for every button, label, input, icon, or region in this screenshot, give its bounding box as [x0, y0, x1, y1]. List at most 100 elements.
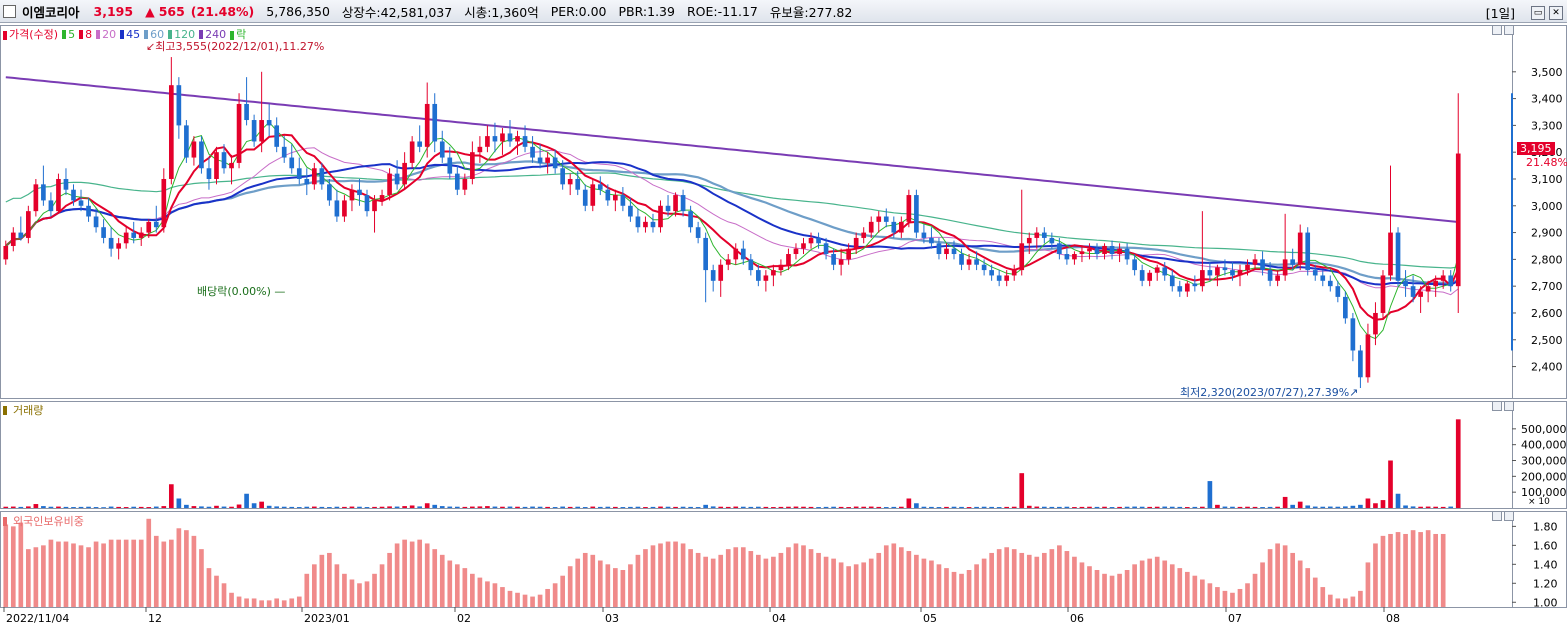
- candle: [1019, 189, 1025, 276]
- price-tick-label: 2,600: [1531, 307, 1563, 320]
- foreign-bar: [786, 547, 791, 607]
- foreign-bar: [974, 564, 979, 607]
- volume-bar: [725, 506, 731, 508]
- foreign-bar: [891, 543, 897, 607]
- volume-bar: [853, 506, 859, 508]
- foreign-bar: [1124, 570, 1130, 607]
- volume-pane-minimize-button[interactable]: [1492, 401, 1502, 411]
- foreign-bar: [402, 539, 407, 607]
- foreign-bar: [793, 543, 799, 607]
- candle-body: [266, 120, 272, 126]
- volume-pane-close-button[interactable]: [1504, 401, 1514, 411]
- price-pane-minimize-button[interactable]: [1492, 25, 1502, 35]
- foreign-bar: [552, 583, 558, 607]
- candle-body: [552, 157, 558, 169]
- period-button[interactable]: [1일]: [1485, 6, 1515, 21]
- legend-item: 5: [62, 28, 75, 41]
- candle: [974, 251, 979, 271]
- candle: [1117, 243, 1122, 263]
- volume-bar: [1011, 506, 1017, 508]
- x-tick-label: 2023/01: [304, 612, 350, 625]
- candle-body: [1312, 270, 1318, 276]
- candle: [695, 221, 701, 244]
- candle-body: [590, 184, 596, 206]
- candle: [944, 243, 949, 260]
- candle: [1192, 275, 1198, 292]
- volume-bar: [153, 506, 159, 508]
- volume-bar: [838, 506, 844, 508]
- volume-bar: [1004, 506, 1010, 508]
- volume-bar: [93, 507, 99, 508]
- candle: [1410, 275, 1416, 303]
- candle-body: [778, 264, 784, 271]
- candle-body: [26, 211, 31, 238]
- foreign-bar: [575, 558, 581, 607]
- foreign-bar: [176, 528, 182, 607]
- candle: [447, 146, 453, 179]
- candle: [1267, 262, 1273, 287]
- foreign-bar: [680, 543, 686, 607]
- candle: [816, 232, 821, 249]
- foreign-pane-close-button[interactable]: [1504, 511, 1514, 521]
- candle-body: [184, 125, 189, 158]
- candle: [628, 197, 633, 222]
- candle: [1072, 251, 1077, 265]
- foreign-bar: [1019, 552, 1025, 607]
- candle: [1433, 275, 1438, 297]
- candle-body: [387, 173, 392, 196]
- candle-body: [936, 243, 942, 255]
- foreign-bar: [372, 573, 377, 607]
- retention-ratio: 유보율:277.82: [769, 4, 853, 20]
- candle-body: [1064, 254, 1070, 260]
- candle-body: [989, 270, 994, 276]
- candle: [432, 93, 438, 153]
- candle-body: [1380, 275, 1386, 313]
- foreign-bar: [1109, 575, 1115, 607]
- volume-bar: [319, 506, 325, 508]
- volume-bar: [846, 507, 851, 508]
- stock-chart[interactable]: 3,5003,4003,3003,2003,1003,0002,9002,800…: [0, 23, 1567, 630]
- foreign-bar: [304, 573, 310, 607]
- candle-body: [1358, 350, 1363, 378]
- foreign-bar: [161, 541, 167, 607]
- candle: [552, 149, 558, 174]
- volume-bar: [1154, 506, 1160, 508]
- foreign-pane-minimize-button[interactable]: [1492, 511, 1502, 521]
- price-pane-close-button[interactable]: [1504, 25, 1514, 35]
- dividend-annotation-text: 배당락(0.00%): [197, 285, 271, 298]
- volume-bar: [974, 506, 979, 508]
- listed-shares: 상장수:42,581,037: [341, 4, 453, 20]
- foreign-bar: [244, 598, 249, 607]
- volume-bar: [1373, 503, 1378, 508]
- candle: [1245, 259, 1250, 276]
- stock-name[interactable]: 이엠코리아: [22, 4, 80, 20]
- foreign-bar: [560, 575, 566, 607]
- volume-tick-label: 200,000: [1521, 470, 1567, 483]
- restore-icon[interactable]: ▭: [1531, 5, 1545, 20]
- volume-bar: [1425, 506, 1431, 508]
- foreign-bar: [1297, 560, 1303, 607]
- foreign-bar: [1049, 549, 1055, 607]
- volume-bar: [1365, 498, 1371, 508]
- foreign-bar: [131, 539, 137, 607]
- candle-body: [485, 136, 490, 147]
- candle: [545, 152, 550, 174]
- low-annotation: 최저2,320(2023/07/27),27.39%↗: [1180, 384, 1358, 400]
- foreign-bar: [1320, 587, 1326, 607]
- select-checkbox[interactable]: [3, 4, 16, 18]
- foreign-bar: [1275, 543, 1280, 607]
- volume-bar: [500, 506, 505, 508]
- close-icon[interactable]: ✕: [1549, 5, 1563, 20]
- volume-bar: [695, 507, 701, 508]
- legend-swatch: [120, 30, 125, 39]
- foreign-bar: [1230, 592, 1235, 607]
- foreign-bar: [1192, 575, 1198, 607]
- legend-label: 20: [102, 27, 117, 41]
- candle: [1327, 275, 1333, 292]
- foreign-bar: [665, 541, 671, 607]
- candle-body: [304, 178, 310, 185]
- volume-bar: [387, 506, 392, 508]
- candle: [1448, 270, 1454, 292]
- candle-body: [1139, 270, 1145, 281]
- x-tick-label: 02: [457, 612, 471, 625]
